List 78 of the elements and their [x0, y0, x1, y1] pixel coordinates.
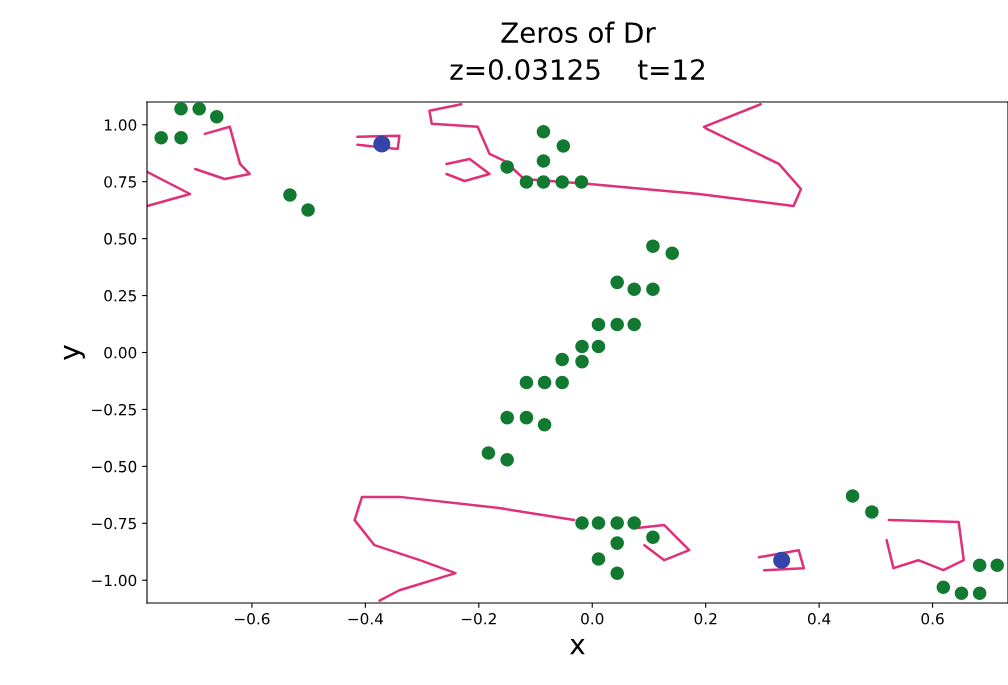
point [646, 282, 660, 296]
point [500, 452, 514, 467]
line-series [757, 548, 806, 572]
line-series [445, 157, 491, 183]
chart-title: Zeros of Dr [501, 21, 656, 44]
point [773, 551, 791, 569]
point [536, 175, 551, 189]
x-tick-label: 0.6 [921, 612, 944, 625]
point [610, 536, 624, 550]
line-series [356, 134, 401, 151]
point [646, 239, 660, 253]
point [865, 505, 879, 519]
point [591, 339, 606, 354]
point [610, 516, 624, 530]
point [519, 175, 534, 189]
y-tick-label: 0.75 [104, 176, 136, 188]
point [536, 125, 551, 139]
y-axis-title: y [63, 345, 85, 360]
point [936, 580, 951, 595]
point [555, 352, 569, 367]
point [610, 275, 624, 290]
point [575, 339, 589, 354]
point [519, 375, 534, 390]
y-tick-label: 1.00 [104, 119, 137, 131]
x-tick-label: −0.6 [235, 612, 270, 625]
point [500, 160, 514, 174]
point [174, 130, 188, 145]
point [591, 552, 606, 566]
y-tick-label: −0.75 [92, 517, 136, 530]
y-tick-label: 0.25 [104, 290, 136, 302]
point [519, 410, 534, 425]
point [665, 246, 679, 260]
line-series [428, 103, 803, 208]
chart-subtitle: z=0.03125 t=12 [450, 59, 704, 81]
point [845, 489, 860, 503]
x-tick-label: 0.0 [581, 612, 604, 625]
point [972, 586, 987, 600]
point [591, 317, 606, 332]
point [555, 375, 569, 390]
point [972, 558, 987, 572]
line-series [885, 518, 966, 572]
point [575, 516, 589, 530]
y-tick-label: −0.25 [92, 403, 136, 416]
point [627, 282, 641, 296]
point [555, 175, 569, 189]
y-tick-label: −1.00 [92, 574, 137, 587]
point [627, 516, 641, 530]
point [575, 354, 589, 369]
y-tick-label: −0.50 [92, 460, 137, 473]
point [301, 203, 315, 217]
point [537, 417, 552, 432]
point [990, 558, 1004, 572]
point [174, 102, 188, 116]
point [154, 130, 168, 145]
point [646, 530, 660, 544]
x-axis-title: x [570, 638, 585, 655]
y-tick-label: 0.00 [104, 346, 137, 359]
point [537, 375, 552, 390]
point [610, 566, 624, 580]
x-tick-label: 0.2 [694, 612, 717, 625]
point [627, 317, 641, 332]
point [500, 410, 514, 425]
point [536, 154, 551, 168]
point [556, 139, 571, 153]
point [954, 586, 969, 600]
point [574, 175, 589, 189]
point [283, 188, 297, 202]
point [210, 110, 224, 124]
x-tick-label: −0.2 [461, 612, 496, 625]
x-tick-label: 0.4 [807, 612, 831, 625]
point [192, 102, 206, 116]
line-series [193, 125, 251, 181]
x-tick-label: −0.4 [348, 612, 384, 625]
point [591, 516, 606, 530]
point [610, 317, 624, 332]
point [481, 446, 496, 460]
y-tick-label: 0.50 [104, 233, 137, 245]
point [373, 135, 391, 153]
